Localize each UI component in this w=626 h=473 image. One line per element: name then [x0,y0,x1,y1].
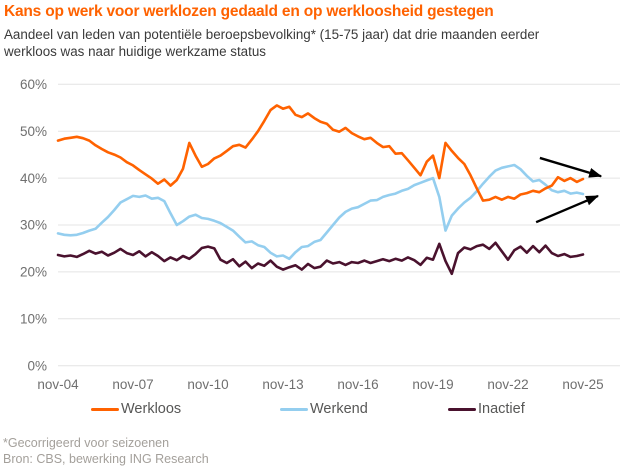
chart-subtitle-line2: werkloos was naar huidige werkzame statu… [4,44,266,59]
y-tick-label: 30% [20,218,47,233]
legend-item-inactief: Inactief [448,401,525,417]
x-tick-label: nov-10 [187,377,228,392]
x-tick-label: nov-07 [112,377,153,392]
footnote-source: Bron: CBS, bewerking ING Research [3,451,209,466]
y-tick-label: 0% [27,358,47,373]
legend-item-werkend: Werkend [280,401,368,417]
legend-swatch-werkend [280,407,308,411]
y-tick-label: 50% [20,124,47,139]
series-line-werkend [56,163,585,261]
footnote-seasonal-adjustment: *Gecorrigeerd voor seizoenen [3,436,170,450]
x-tick-label: nov-25 [562,377,603,392]
x-tick-label: nov-13 [262,377,303,392]
trend-arrow [535,194,599,224]
chart-subtitle-line1: Aandeel van leden van potentiële beroeps… [4,27,540,42]
series-line-werkloos [56,104,585,202]
y-tick-label: 60% [20,77,47,92]
chart-subtitle: Aandeel van leden van potentiële beroeps… [4,26,614,60]
legend-label-werkend: Werkend [310,401,368,417]
y-tick-label: 40% [20,171,47,186]
footnotes: *Gecorrigeerd voor seizoenen Bron: CBS, … [3,436,209,467]
series-line-inactief [56,241,585,276]
legend-swatch-werkloos [91,407,119,411]
x-tick-label: nov-16 [337,377,378,392]
y-tick-label: 10% [20,312,47,327]
y-tick-label: 20% [20,265,47,280]
x-tick-label: nov-04 [37,377,79,392]
legend-label-werkloos: Werkloos [121,401,182,417]
legend: Werkloos Werkend Inactief [0,401,626,421]
legend-swatch-inactief [448,407,476,411]
x-tick-label: nov-19 [412,377,453,392]
trend-arrow [539,156,603,178]
x-tick-label: nov-22 [487,377,528,392]
legend-label-inactief: Inactief [478,401,525,417]
chart-title: Kans op werk voor werklozen gedaald en o… [4,3,494,20]
legend-item-werkloos: Werkloos [91,401,181,417]
